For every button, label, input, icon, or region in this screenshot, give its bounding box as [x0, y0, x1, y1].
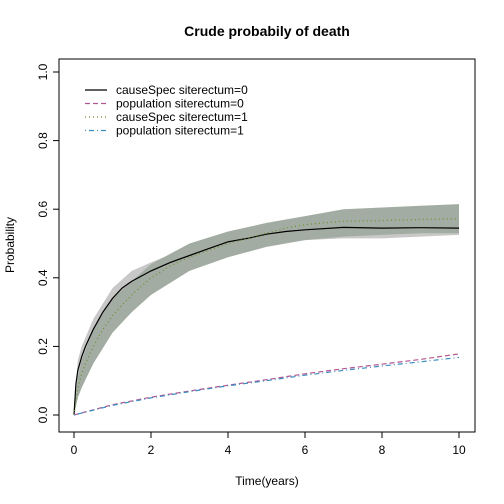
series-line-0: [73, 226, 460, 416]
legend-label-3: population siterectum=1: [116, 124, 244, 138]
y-tick-label: 0.6: [36, 201, 50, 218]
confidence-bands: [74, 204, 459, 415]
x-tick-label: 8: [379, 443, 386, 457]
y-tick-label: 0.2: [36, 338, 50, 355]
series-line-3: [73, 356, 460, 416]
y-tick-label: 0.0: [36, 406, 50, 423]
y-tick-label: 1.0: [36, 63, 50, 80]
series-line-2: [73, 218, 460, 416]
legend-label-0: causeSpec siterectum=0: [116, 83, 248, 97]
chart-title: Crude probabily of death: [184, 23, 350, 39]
legend-label-2: causeSpec siterectum=1: [116, 110, 248, 124]
x-axis-title: Time(years): [235, 474, 299, 488]
y-axis-title: Probability: [3, 217, 17, 273]
x-tick-label: 4: [225, 443, 232, 457]
x-tick-label: 0: [71, 443, 78, 457]
ci-band-1: [74, 204, 459, 415]
series-lines: [73, 218, 460, 416]
x-tick-label: 10: [452, 443, 466, 457]
ci-band-0: [74, 217, 459, 415]
legend-label-1: population siterectum=0: [116, 97, 244, 111]
x-tick-label: 6: [302, 443, 309, 457]
y-tick-label: 0.4: [36, 269, 50, 286]
series-line-1: [73, 353, 460, 416]
y-tick-label: 0.8: [36, 132, 50, 149]
x-tick-label: 2: [148, 443, 155, 457]
x-axis: 0 2 4 6 8 10: [71, 431, 466, 457]
y-axis: 0.0 0.2 0.4 0.6 0.8 1.0: [36, 63, 60, 423]
